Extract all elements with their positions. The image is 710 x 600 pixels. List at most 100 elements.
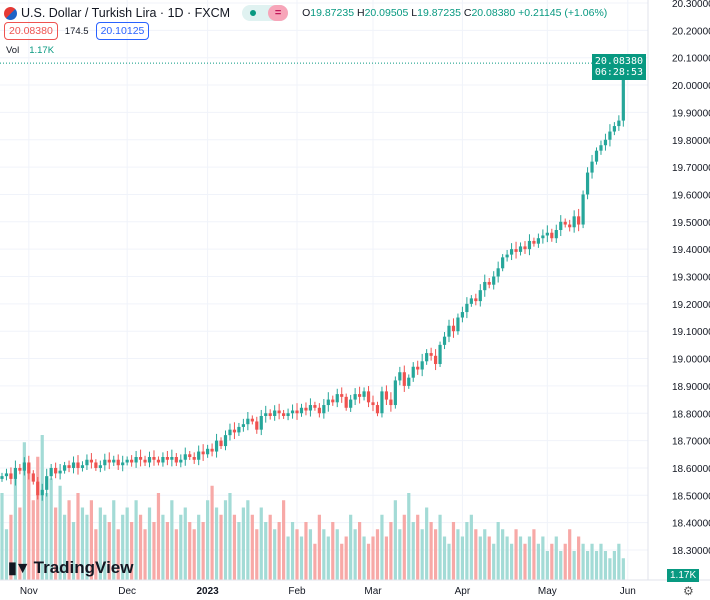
volume-bar	[523, 543, 527, 580]
candle-body	[442, 336, 447, 345]
price-tick-label: 19.30000	[672, 273, 710, 284]
volume-bar	[156, 493, 161, 580]
time-axis[interactable]: Nov Dec 2023 Feb Mar Apr May Jun	[0, 579, 710, 597]
price-tick-label: 19.60000	[672, 190, 710, 201]
volume-bar	[362, 536, 366, 580]
volume-bar	[612, 551, 616, 580]
candle-body	[550, 232, 554, 239]
candle-body	[237, 426, 241, 433]
candle-body	[514, 249, 518, 252]
candle-body	[349, 399, 353, 408]
candle-body	[138, 457, 143, 460]
volume-bar	[585, 551, 590, 580]
tradingview-logo[interactable]: ▮▼ TradingView	[8, 558, 134, 577]
volume-bar	[246, 500, 250, 580]
candle-body	[456, 317, 460, 332]
price-tick-label: 19.20000	[672, 300, 710, 311]
grid	[0, 0, 648, 580]
candle-body	[411, 366, 415, 378]
candle-body	[523, 246, 527, 250]
price-tick-label: 19.40000	[672, 245, 710, 256]
volume-bar	[9, 514, 13, 580]
candle-body	[54, 467, 58, 474]
buy-button[interactable]: 20.10125	[95, 22, 150, 40]
volume-bar	[563, 543, 567, 580]
candle-body	[416, 366, 420, 370]
price-tick-label: 19.80000	[672, 136, 710, 147]
candle-body	[331, 399, 335, 403]
volume-bar	[532, 529, 536, 580]
volume-bar	[438, 514, 442, 580]
volume-bar	[134, 500, 138, 580]
volume-bar	[183, 507, 187, 580]
candle-body	[31, 473, 35, 482]
settings-gear-icon[interactable]: ⚙	[683, 584, 694, 598]
volume-bar	[219, 514, 223, 580]
volume-bar	[76, 493, 80, 580]
volume-bar	[442, 536, 447, 580]
volume-bar	[0, 493, 4, 580]
candle-body	[89, 459, 93, 463]
price-tick-label: 18.50000	[672, 491, 710, 502]
time-tick-label: Apr	[455, 586, 471, 597]
volume-bar	[27, 464, 31, 580]
volume-bar	[54, 507, 58, 580]
equals-icon: =	[268, 5, 289, 21]
candle-body	[250, 418, 254, 422]
candle-body	[326, 399, 330, 406]
candle-body	[165, 457, 169, 460]
volume-bar	[98, 507, 102, 580]
volume-bar	[210, 485, 214, 580]
volume-bar	[599, 543, 603, 580]
candle-body	[58, 470, 62, 474]
candle-body	[201, 451, 205, 455]
candle-body	[147, 457, 152, 463]
volume-bar	[143, 529, 147, 580]
volume-bar	[505, 536, 509, 580]
time-tick-label: Dec	[118, 586, 136, 597]
candle-body	[366, 391, 371, 403]
volume-bar	[40, 435, 44, 580]
volume-bar	[201, 522, 205, 580]
volume-bar	[264, 522, 268, 580]
candle-body	[277, 410, 281, 414]
symbol-title[interactable]: U.S. Dollar / Turkish Lira · 1D · FXCM	[21, 6, 231, 20]
candle-body	[581, 194, 585, 225]
volume-bar	[192, 529, 196, 580]
candle-body	[317, 407, 321, 414]
candle-body	[45, 476, 49, 490]
candles	[0, 56, 625, 501]
candle-body	[501, 257, 505, 269]
price-tick-label: 18.40000	[672, 519, 710, 530]
candle-body	[286, 413, 290, 416]
volume-bar	[398, 529, 402, 580]
volume-bar	[433, 529, 438, 580]
candle-body	[107, 459, 111, 463]
price-axis[interactable]: 20.30000 20.20000 20.10000 20.00000 19.90000…	[647, 0, 710, 580]
volume-bar	[170, 500, 174, 580]
volume-bar	[536, 543, 540, 580]
candle-body	[563, 221, 567, 225]
volume-bar	[197, 514, 201, 580]
volume-legend: Vol 1.17K	[6, 45, 55, 56]
candle-body	[460, 312, 465, 318]
candle-body	[13, 467, 18, 479]
candle-body	[617, 120, 621, 127]
candle-body	[603, 139, 608, 146]
volume-bar	[572, 551, 576, 580]
volume-bar	[22, 442, 26, 580]
candle-body	[295, 410, 299, 414]
volume-bar	[317, 514, 321, 580]
volume-bar	[411, 522, 415, 580]
sell-button[interactable]: 20.08380	[4, 22, 58, 40]
market-status[interactable]: =	[242, 5, 289, 21]
price-tick-label: 20.30000	[672, 0, 710, 10]
volume-bar	[568, 529, 572, 580]
candle-body	[344, 396, 348, 408]
volume-bar	[116, 529, 120, 580]
candle-body	[518, 246, 523, 252]
volume-bar	[514, 529, 518, 580]
usd-try-flag-icon	[4, 6, 17, 20]
candle-body	[210, 448, 214, 452]
